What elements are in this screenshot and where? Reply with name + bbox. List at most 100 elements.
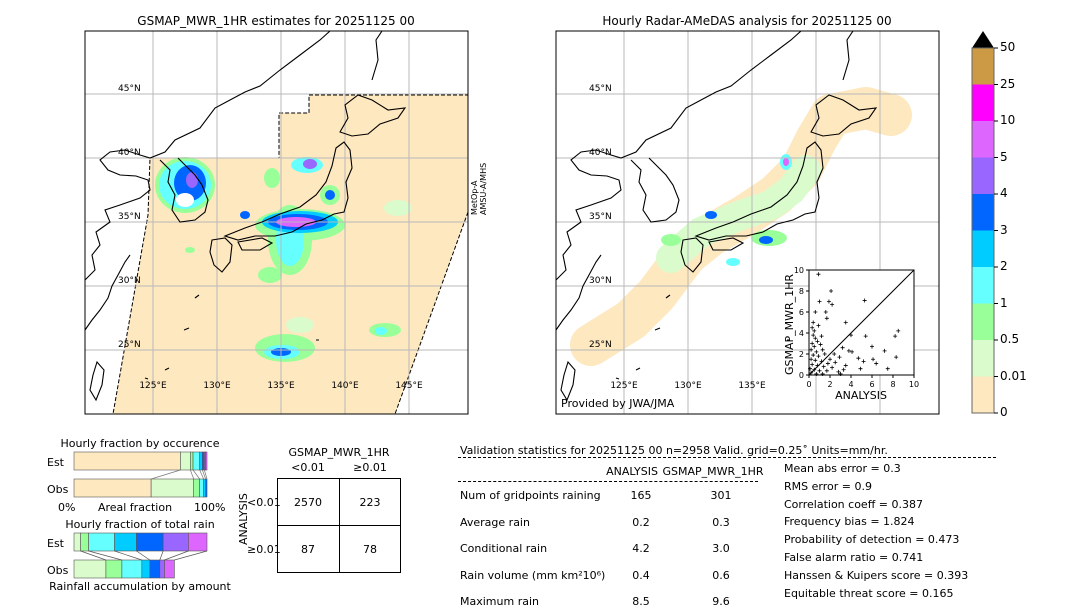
scatter-point [809,347,814,352]
total-rain-bars [73,532,208,579]
total-rain-est-segment [188,532,208,552]
stat-analysis-value: 0.4 [632,568,650,582]
occurrence-obs-segment [205,478,208,498]
scatter-point [858,366,863,371]
scatter-xtick-label: 6 [869,380,874,389]
score-line: Equitable threat score = 0.165 [784,586,954,600]
lat-label: 40°N [118,148,141,158]
scatter-point [817,299,822,304]
scatter-point [862,298,867,303]
scatter-point [813,336,818,341]
occurrence-title: Hourly fraction by occurence [60,437,220,450]
colorbar-tick-label: 0.5 [1000,332,1020,346]
scatter-point [830,302,835,307]
score-line: Mean abs error = 0.3 [784,462,901,475]
scatter-point [815,363,820,368]
scatter-point [861,359,866,364]
occurrence-obs-segment [199,478,204,498]
colorbar-tick-label: 25 [1000,76,1016,91]
scatter-xtick-label: 2 [827,380,832,389]
right-map-frame [555,30,940,415]
scatter-point [810,341,815,346]
scatter-point [812,367,817,372]
colorbar-segment [972,157,994,194]
colorbar-tick-label: 0 [1000,405,1008,419]
lat-label: 45°N [589,84,612,94]
scatter-xtick-label: 8 [890,380,895,389]
total-rain-obs-segment [149,559,161,579]
occurrence-obs-label: Obs [47,483,69,496]
scatter-point [829,289,834,293]
scatter-point [808,366,813,371]
connector-line [202,469,206,480]
connector-line [204,469,208,480]
scatter-point [812,344,817,349]
stat-gsmap-value: 3.0 [712,542,730,555]
scatter-point [809,357,814,362]
contingency-col-ge: ≥0.01 [353,461,387,474]
occurrence-obs-segment [193,478,200,498]
lon-label: 130°E [674,381,702,391]
scatter-point [818,342,823,347]
left-map-frame [84,30,469,415]
scatter-point [826,299,831,304]
scatter-point [811,320,816,325]
scatter-point [837,355,842,360]
contingency-title: GSMAP_MWR_1HR [288,446,390,459]
cell-misses: 87 [301,543,315,556]
scatter-point [813,358,818,363]
col-gsmap: GSMAP_MWR_1HR [662,465,764,478]
scatter-point [856,356,861,361]
lat-label: 35°N [589,212,612,222]
connector-line [136,550,151,561]
lon-label: 125°E [610,381,638,391]
scatter-point [810,362,815,367]
stat-analysis-value: 4.2 [632,542,650,555]
score-line: False alarm ratio = 0.741 [784,551,924,564]
scatter-point [816,272,821,277]
scatter-xtick-label: 0 [806,380,811,389]
stat-gsmap-value: 301 [710,489,732,502]
occurrence-est-segment [205,451,208,471]
scatter-point [828,357,832,362]
total-rain-est-segment [88,532,115,552]
divider [458,457,996,458]
scatter-xlabel: ANALYSIS [835,389,887,402]
stat-label: Average rain [460,515,530,529]
total-rain-obs-segment [73,559,107,579]
total-rain-obs-label: Obs [47,564,69,577]
satellite-sensor-label: MetOp-A AMSU-A/MHS [470,163,488,215]
occurrence-est-segment [190,451,194,471]
colorbar-tick-label: 2 [1000,259,1008,273]
rain-field-estimate [155,157,412,362]
connector-line [192,469,200,480]
score-line: Hanssen & Kuipers score = 0.393 [784,568,969,582]
scatter-ylabel: GSMAP_MWR_1HR [783,273,796,375]
scatter-point [821,364,826,369]
occurrence-est-segment [180,451,191,471]
colorbar-tick-label: 5 [1000,149,1008,164]
total-rain-est-label: Est [47,537,64,550]
scatter-ytick-label: 0 [799,371,804,380]
validation-header: Validation statistics for 20251125 00 n=… [460,444,888,457]
scatter-ytick-label: 2 [799,350,804,359]
occurrence-xlabel: Areal fraction [97,501,173,514]
scatter-point [812,328,817,333]
colorbar-segment [972,376,994,413]
contingency-row-ge: ≥0.01 [247,543,281,556]
colorbar-tick-label: 10 [1000,113,1016,127]
stat-analysis-value: 165 [630,489,652,502]
scatter-point [824,368,829,373]
occurrence-0pct: 0% [58,501,76,514]
scatter-point [814,349,819,354]
colorbar-tick-label: 0.01 [1000,368,1027,383]
divider [278,525,400,526]
scatter-point [840,345,845,350]
connector-line [164,550,189,561]
occurrence-est-segment [192,451,200,471]
scatter-point [882,348,887,353]
scatter-point [824,316,829,321]
scatter-point [849,333,853,338]
scatter-ytick-label: 4 [799,329,804,338]
